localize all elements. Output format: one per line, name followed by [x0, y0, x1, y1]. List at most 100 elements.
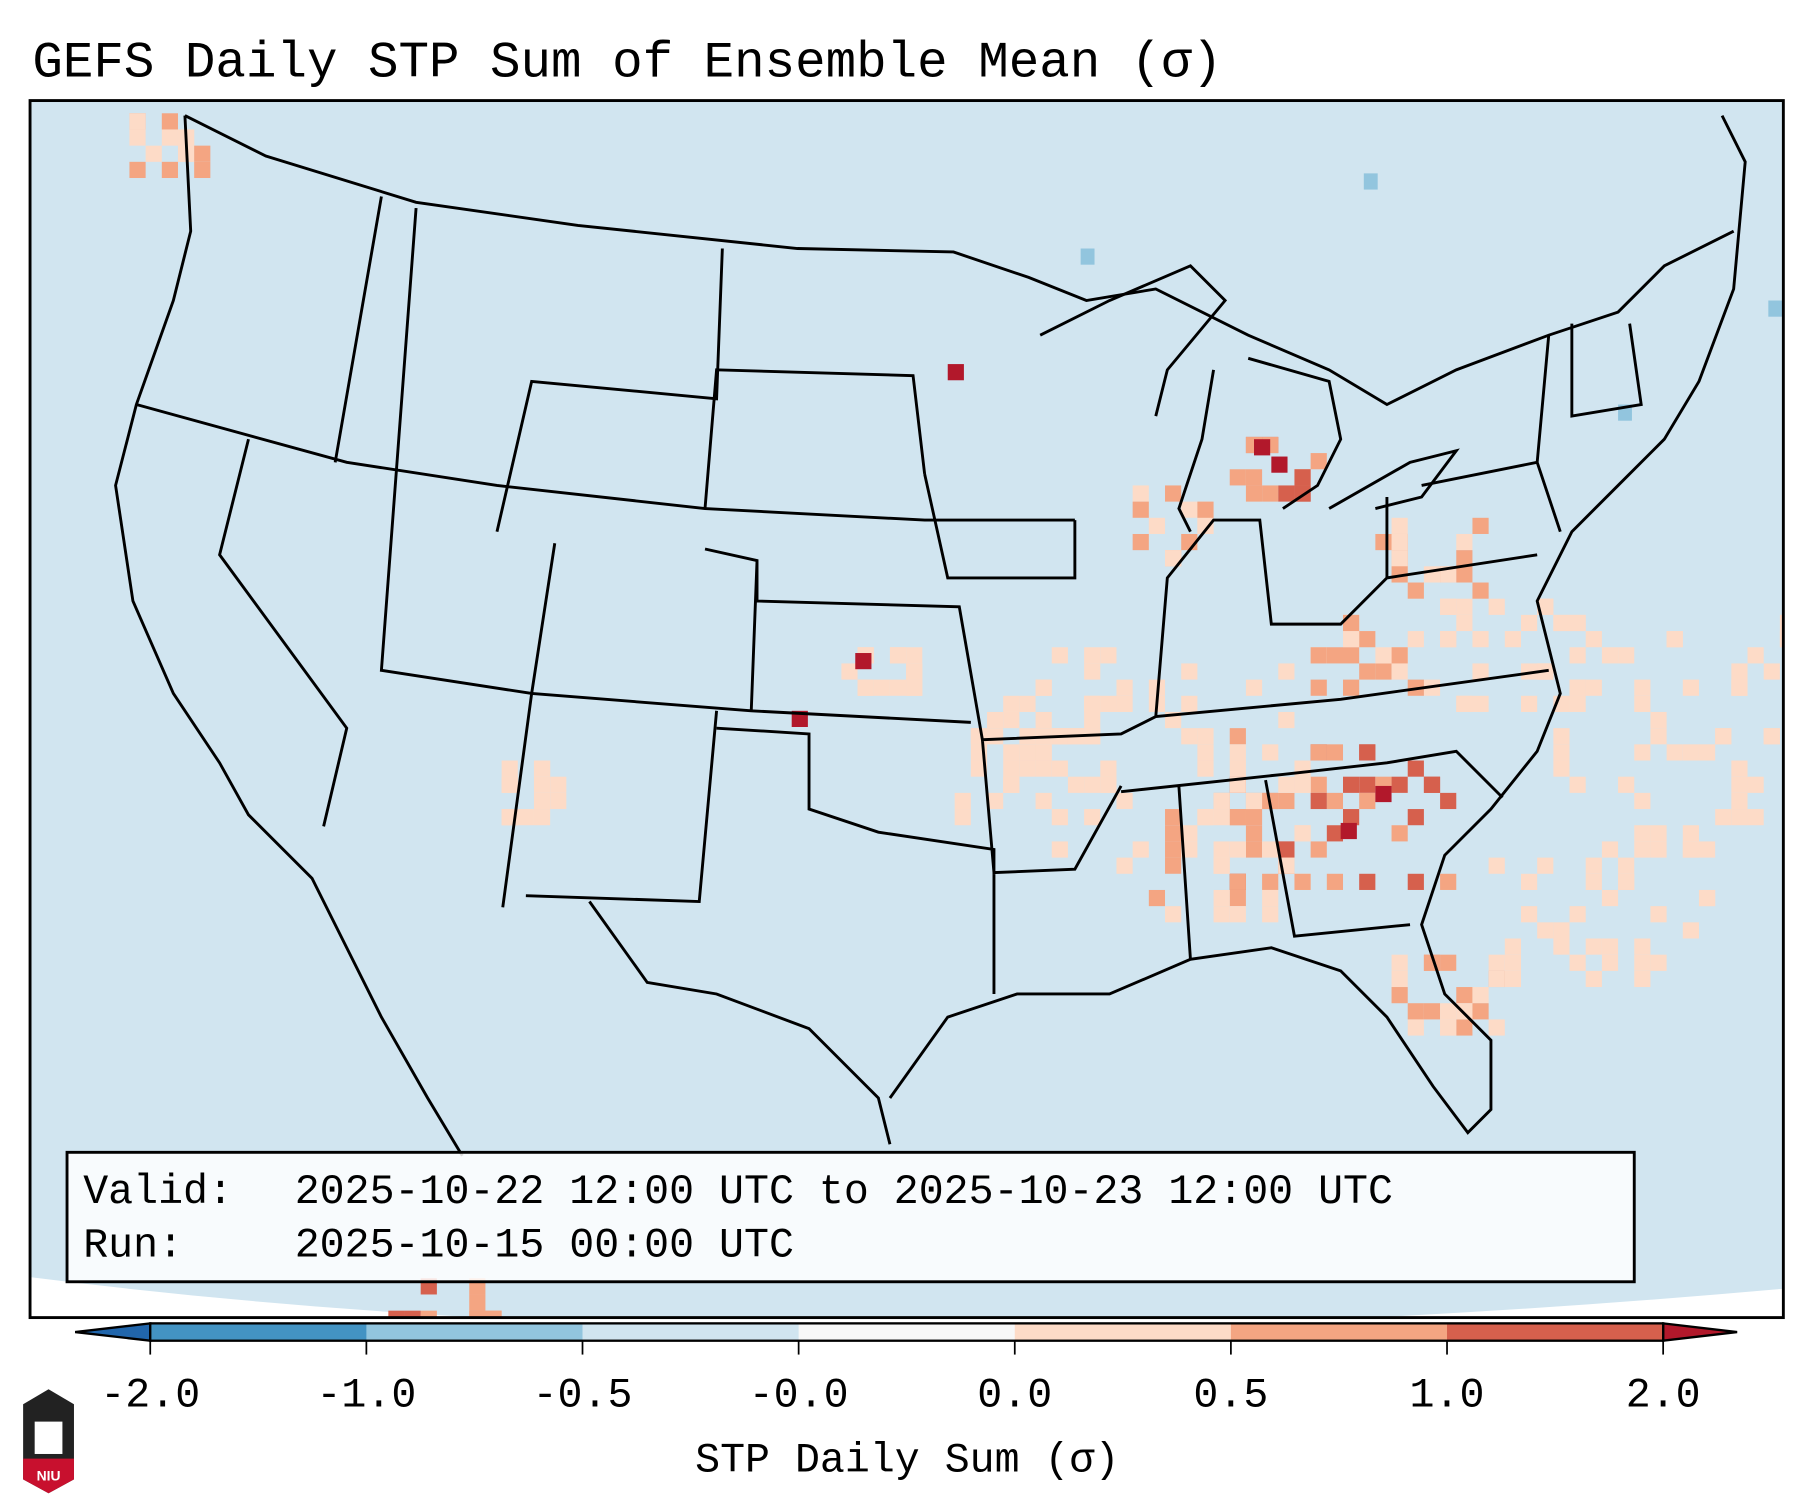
anomaly-cell [1165, 857, 1182, 874]
anomaly-cell [469, 1294, 486, 1311]
anomaly-cell [1181, 825, 1198, 842]
colorbar-segment [150, 1323, 367, 1341]
anomaly-cell [1278, 485, 1295, 502]
anomaly-cell [1278, 792, 1295, 810]
anomaly-cell [420, 1310, 437, 1318]
colorbar-extend-high [1661, 1322, 1738, 1343]
anomaly-cell [1391, 987, 1408, 1004]
anomaly-cell [1116, 857, 1133, 874]
anomaly-cell [1213, 906, 1230, 923]
anomaly-cell [1262, 744, 1279, 761]
anomaly-cell [1763, 663, 1780, 680]
anomaly-cell [1488, 1019, 1505, 1036]
anomaly-cell [1148, 889, 1166, 907]
anomaly-cell [1423, 1003, 1441, 1020]
anomaly-cell [954, 792, 971, 810]
anomaly-cell [1440, 792, 1457, 810]
anomaly-cell [1229, 873, 1246, 890]
anomaly-cell [1116, 679, 1133, 696]
anomaly-cell [1084, 647, 1101, 664]
anomaly-cell [1213, 889, 1230, 907]
anomaly-cell [1262, 485, 1279, 502]
anomaly-cell [970, 728, 988, 745]
anomaly-cell [1520, 873, 1538, 890]
anomaly-cell [1294, 776, 1311, 793]
anomaly-cell [1747, 809, 1764, 826]
info-box: Valid: 2025-10-22 12:00 UTC to 2025-10-2… [65, 1150, 1636, 1284]
anomaly-cell [533, 809, 551, 826]
anomaly-cell [1553, 744, 1570, 761]
anomaly-cell [1715, 809, 1732, 826]
anomaly-cell [1359, 631, 1376, 648]
anomaly-cell [1343, 809, 1360, 826]
anomaly-cell [1375, 647, 1392, 664]
anomaly-cell [1650, 954, 1667, 971]
colorbar: -2.0 -1.0 -0.5 -0.0 0.0 0.5 1.0 2.0 [74, 1322, 1738, 1420]
anomaly-cell [161, 129, 178, 146]
anomaly-cell [1747, 647, 1764, 664]
anomaly-cell [1569, 954, 1586, 971]
anomaly-cell [1229, 760, 1246, 777]
anomaly-cell [1294, 825, 1311, 842]
anomaly-cell [1456, 614, 1473, 632]
anomaly-cell [1100, 695, 1117, 712]
anomaly-cell [1165, 550, 1182, 567]
anomaly-cell [1003, 776, 1020, 793]
colorbar-segment [1230, 1323, 1448, 1341]
anomaly-cell [1035, 760, 1052, 777]
anomaly-cell [1229, 906, 1246, 923]
anomaly-cell [1019, 728, 1036, 745]
anomaly-cell [1520, 614, 1538, 632]
anomaly-cell [1456, 566, 1473, 583]
valid-label: Valid: [83, 1169, 233, 1216]
map-area [30, 100, 1784, 1359]
anomaly-cell [1731, 792, 1748, 810]
anomaly-cell [857, 679, 874, 696]
anomaly-cell [906, 663, 923, 680]
anomaly-cell [1682, 679, 1699, 696]
colorbar-outline [149, 1322, 1665, 1342]
anomaly-cell [1019, 744, 1036, 761]
niu-logo: NIU [23, 1389, 74, 1494]
anomaly-cell [954, 809, 971, 826]
anomaly-cell [1634, 792, 1651, 810]
anomaly-cell [1343, 614, 1360, 632]
anomaly-cell [1682, 841, 1699, 858]
anomaly-cell [987, 728, 1004, 745]
anomaly-cell [469, 1343, 485, 1359]
anomaly-cell [1245, 679, 1263, 696]
anomaly-cell [1731, 776, 1748, 793]
anomaly-cell [1682, 744, 1699, 761]
anomaly-cell [1003, 711, 1020, 729]
anomaly-cell [1310, 647, 1327, 664]
anomaly-cell [1391, 954, 1408, 971]
anomaly-cell [1213, 792, 1230, 810]
anomaly-cell [1488, 857, 1505, 874]
anomaly-cell [1229, 809, 1246, 826]
anomaly-cell [1003, 744, 1020, 761]
gulf-coastline [588, 114, 1747, 1145]
anomaly-cell [1084, 663, 1101, 680]
anomaly-cells [129, 113, 1784, 1359]
anomaly-cell [1407, 631, 1424, 648]
anomaly-cell [1456, 1003, 1473, 1020]
anomaly-cell [1326, 825, 1344, 842]
anomaly-cell [1504, 970, 1521, 988]
anomaly-cell [1569, 906, 1586, 923]
anomaly-cell [1310, 453, 1327, 470]
anomaly-cell [1715, 728, 1732, 745]
anomaly-cell [1391, 550, 1408, 567]
anomaly-cell [1326, 873, 1344, 890]
anomaly-cell [1537, 598, 1554, 615]
anomaly-cell [1181, 695, 1198, 712]
anomaly-cell [1391, 825, 1408, 842]
run-label: Run: [83, 1222, 183, 1269]
anomaly-cell [1618, 776, 1635, 793]
west-coastline [114, 115, 464, 1157]
anomaly-cell [1585, 679, 1602, 696]
anomaly-cell [1213, 857, 1230, 874]
anomaly-cell [1601, 647, 1619, 664]
anomaly-cell [1456, 1019, 1473, 1036]
anomaly-cell [1084, 809, 1101, 826]
anomaly-cell [533, 776, 551, 793]
